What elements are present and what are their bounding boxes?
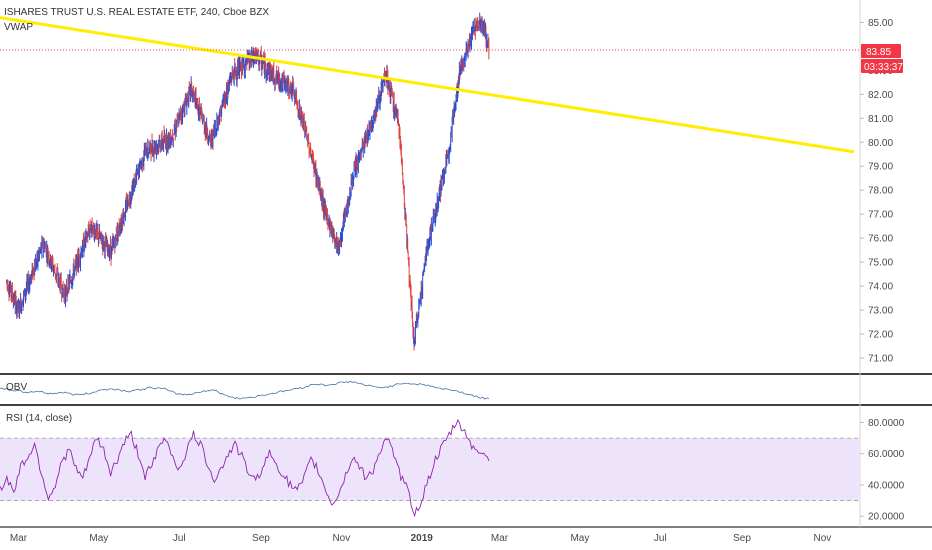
rsi-series: [0, 418, 490, 518]
price-tick-label: 73.00: [868, 306, 893, 317]
time-tick-label: Nov: [814, 533, 832, 544]
price-tick-label: 72.00: [868, 330, 893, 341]
price-tick-label: 77.00: [868, 210, 893, 221]
time-tick-label: 2019: [411, 533, 434, 544]
rsi-label: RSI (14, close): [6, 413, 72, 424]
price-badge: [861, 44, 901, 58]
price-tick-label: 76.00: [868, 234, 893, 245]
rsi-tick-label: 20.0000: [868, 512, 905, 523]
time-tick-label: May: [570, 533, 589, 544]
price-tick-label: 74.00: [868, 282, 893, 293]
trendline[interactable]: [0, 16, 855, 154]
price-axis[interactable]: 71.00 72.00 73.00 74.00 75.00 76.00 77.00 78.00…: [860, 18, 893, 365]
price-tick-label: 82.00: [868, 90, 893, 101]
time-tick-label: Nov: [332, 533, 350, 544]
time-axis[interactable]: Mar May Jul Sep Nov 2019 Mar May Jul Sep Nov: [10, 533, 831, 544]
time-tick-label: Jul: [654, 533, 667, 544]
time-tick-label: Mar: [491, 533, 509, 544]
obv-series: [0, 380, 490, 400]
vwap-label: VWAP: [4, 22, 33, 33]
price-tick-label: 85.00: [868, 18, 893, 29]
countdown-badge: [861, 59, 903, 73]
time-tick-label: May: [89, 533, 108, 544]
rsi-band: [0, 438, 860, 501]
rsi-tick-label: 60.0000: [868, 449, 905, 460]
price-tick-label: 80.00: [868, 138, 893, 149]
rsi-tick-label: 80.0000: [868, 418, 905, 429]
obv-line: [0, 380, 490, 400]
time-tick-label: Mar: [10, 533, 28, 544]
price-tick-label: 75.00: [868, 258, 893, 269]
price-tick-label: 71.00: [868, 354, 893, 365]
chart-title: ISHARES TRUST U.S. REAL ESTATE ETF, 240,…: [4, 7, 269, 18]
rsi-line: [0, 418, 490, 518]
price-tick-label: 79.00: [868, 162, 893, 173]
price-tick-label: 78.00: [868, 186, 893, 197]
price-tick-label: 81.00: [868, 114, 893, 125]
time-tick-label: Sep: [733, 533, 751, 544]
rsi-axis[interactable]: 20.0000 40.0000 60.0000 80.0000: [860, 418, 905, 523]
trendline-group: [0, 16, 855, 154]
price-badge-text: 83.85: [866, 47, 891, 58]
countdown-badge-text: 03:33:37: [864, 62, 903, 73]
obv-label: OBV: [6, 382, 27, 393]
candlestick-series: [6, 12, 490, 351]
time-tick-label: Jul: [173, 533, 186, 544]
rsi-tick-label: 40.0000: [868, 480, 905, 491]
time-tick-label: Sep: [252, 533, 270, 544]
